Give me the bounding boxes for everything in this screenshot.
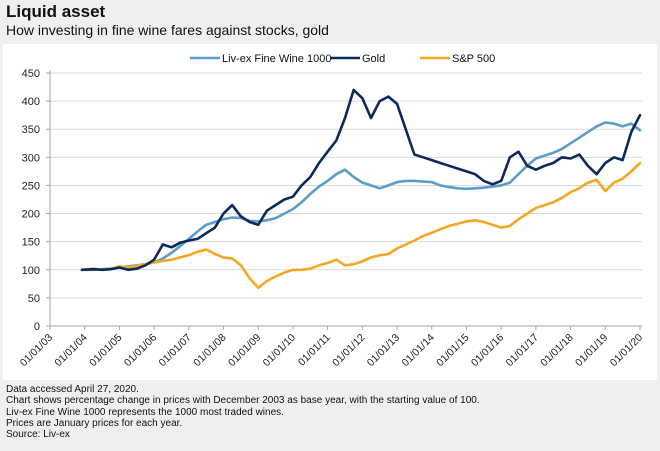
y-tick-label: 450 bbox=[22, 68, 40, 80]
x-tick-label: 01/01/09 bbox=[226, 332, 263, 369]
legend: Liv-ex Fine Wine 1000 Gold S&P 500 bbox=[190, 53, 495, 65]
x-tick-label: 01/01/04 bbox=[52, 332, 89, 369]
legend-label: S&P 500 bbox=[452, 53, 495, 65]
y-tick-label: 250 bbox=[22, 180, 40, 192]
chart-title: Liquid asset bbox=[6, 2, 106, 21]
x-tick-label: 01/01/08 bbox=[191, 332, 228, 369]
y-tick-label: 200 bbox=[22, 209, 40, 221]
x-tick-label: 01/01/15 bbox=[434, 332, 471, 369]
legend-label: Liv-ex Fine Wine 1000 bbox=[222, 53, 331, 65]
x-tick-label: 01/01/20 bbox=[608, 332, 645, 369]
x-tick-label: 01/01/07 bbox=[157, 332, 194, 369]
series-line-s-p-500 bbox=[80, 161, 642, 290]
y-tick-label: 50 bbox=[28, 293, 40, 305]
x-tick-label: 01/01/17 bbox=[504, 332, 541, 369]
footnote-index: Liv-ex Fine Wine 1000 represents the 100… bbox=[6, 406, 284, 418]
chart-subtitle: How investing in fine wine fares against… bbox=[6, 22, 329, 38]
x-tick-label: 01/01/18 bbox=[538, 332, 575, 369]
series-line-liv-ex-fine-wine-1000 bbox=[80, 121, 642, 272]
y-tick-label: 150 bbox=[22, 237, 40, 249]
footnote-method: Chart shows percentage change in prices … bbox=[6, 395, 480, 407]
y-tick-label: 400 bbox=[22, 96, 40, 108]
chart-panel bbox=[3, 44, 657, 380]
y-tick-label: 350 bbox=[22, 124, 40, 136]
y-tick-label: 300 bbox=[22, 152, 40, 164]
x-tick-label: 01/01/10 bbox=[261, 332, 298, 369]
footnote-accessed: Data accessed April 27, 2020. bbox=[6, 384, 139, 395]
footnote-source: Source: Liv-ex bbox=[6, 429, 70, 441]
x-tick-label: 01/01/13 bbox=[365, 332, 402, 369]
y-tick-label: 0 bbox=[34, 321, 40, 333]
x-tick-label: 01/01/06 bbox=[122, 332, 159, 369]
x-tick-label: 01/01/19 bbox=[573, 332, 610, 369]
grid-lines bbox=[50, 72, 642, 299]
x-tick-label: 01/01/11 bbox=[296, 332, 333, 369]
series-line-gold bbox=[80, 88, 642, 272]
footnote-prices: Prices are January prices for each year. bbox=[6, 417, 183, 429]
x-axis: 01/01/0301/01/0401/01/0501/01/0601/01/07… bbox=[18, 325, 645, 369]
series-lines bbox=[80, 88, 642, 290]
x-tick-label: 01/01/14 bbox=[399, 332, 436, 369]
x-tick-label: 01/01/05 bbox=[87, 332, 124, 369]
legend-label: Gold bbox=[362, 53, 385, 65]
x-tick-label: 01/01/16 bbox=[469, 332, 506, 369]
y-tick-label: 100 bbox=[22, 265, 40, 277]
x-tick-label: 01/01/12 bbox=[330, 332, 367, 369]
x-tick-label: 01/01/03 bbox=[18, 332, 55, 369]
footnotes: Data accessed April 27, 2020. Chart show… bbox=[6, 384, 480, 440]
y-axis: 0 50 100 150 200 250 300 350 400 450 bbox=[22, 68, 51, 333]
